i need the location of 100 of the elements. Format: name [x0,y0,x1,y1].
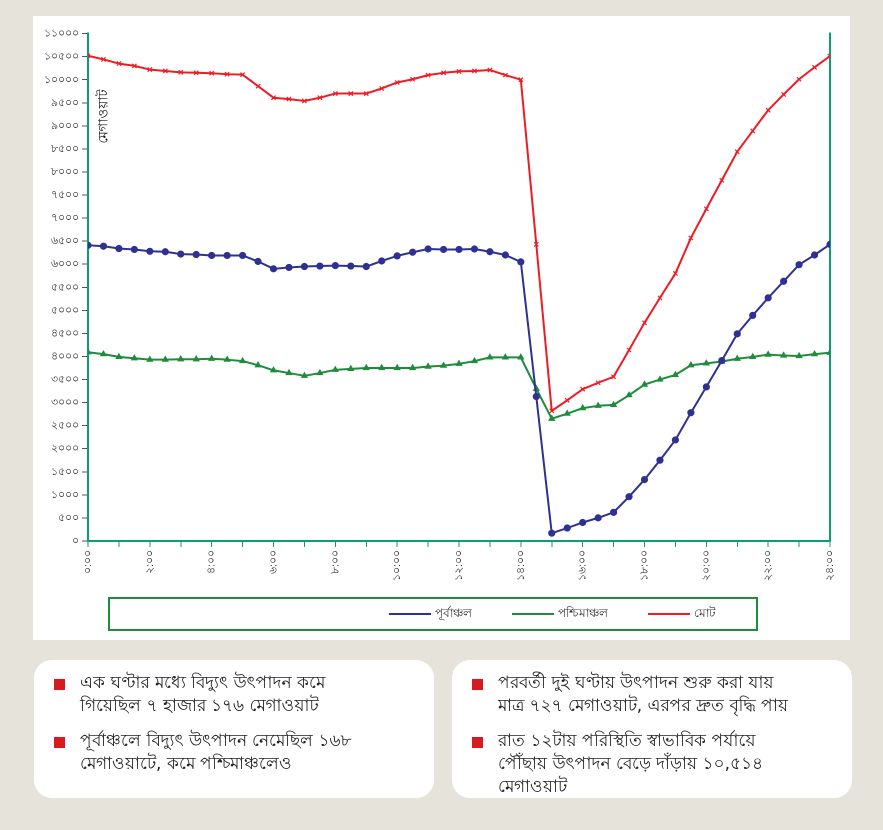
point [548,530,556,537]
point [486,354,494,360]
point [208,70,214,76]
x-tick-label: ২:০০ [144,550,156,574]
point [301,372,308,378]
point [456,68,462,74]
x-tick-label: ২০:০০ [700,550,712,582]
point [764,351,772,357]
point [687,409,694,416]
point [502,72,508,78]
y-tick-label: ১০০০ [51,488,79,501]
point [595,380,601,386]
y-tick-label: ৪৫০০ [51,327,79,340]
point [208,355,215,361]
x-tick-label: ১৬:০০ [576,550,589,582]
point [394,364,400,370]
point [625,493,633,500]
point [224,71,230,77]
point [640,476,648,484]
point [332,366,339,372]
point [749,312,756,320]
x-tick-label: ১৪:০০ [514,550,527,582]
point [116,60,122,66]
point [177,250,184,258]
point [811,350,818,356]
y-tick-label: ৭০০০ [51,212,79,224]
point [564,410,570,416]
point [532,392,540,400]
legend-label: পশ্চিমাঞ্চল [558,605,608,622]
point [470,245,478,253]
point [100,56,106,62]
point [455,246,463,254]
point [780,278,788,285]
point [471,357,478,364]
point [502,251,509,259]
point [672,371,679,378]
point [286,369,292,376]
text: পূর্বাঞ্চলে বিদ্যুৎ উৎপাদন নেমেছিল ১৬৮ মেগাওয়াটে, কমে পশ্চিমাঞ্চলেও [80,731,352,774]
y-tick-label: ৭৫০০ [51,189,79,202]
point [255,83,261,89]
point [626,347,632,353]
point [688,362,694,368]
point [795,261,803,268]
point [332,90,338,96]
y-tick-label: ৪০০০ [51,350,79,362]
point [549,408,554,414]
point [672,270,678,276]
point [348,90,354,96]
point [750,353,756,360]
point [765,107,771,113]
point [472,68,478,74]
point [703,360,710,366]
point [610,401,617,407]
point [594,402,602,408]
x-tick-label: ৮:০০ [329,550,342,574]
y-tick-label: ৮৫০০ [51,142,79,155]
point [719,178,725,183]
point [224,356,230,362]
y-tick-label: ১৫০০ [51,466,79,478]
text: পরবর্তী দুই ঘণ্টায় উৎপাদন শুরু করা যায় মাত্র ৭২৭ মেগাওয়াট, এরপর দ্রুত বৃদ্ধি পায় [498,673,788,716]
point [564,524,571,532]
point [440,70,446,76]
point [146,356,154,362]
y-tick-label: ৯০০০ [51,120,79,132]
point [238,252,246,260]
point [348,365,354,372]
point [812,64,818,70]
y-tick-label: ২৫০০ [51,420,79,432]
point [487,67,493,73]
point [363,364,370,370]
point [300,262,308,270]
point [548,415,555,421]
x-tick-label: ১০:০০ [391,550,404,582]
point [564,398,570,403]
point [193,70,199,76]
point [116,353,122,360]
point [364,90,369,96]
point [626,392,632,398]
x-tick-label: ০:০০ [82,550,94,574]
point [410,76,416,82]
point [579,404,586,410]
point [425,72,431,78]
point [534,242,540,248]
point [378,257,386,265]
point [378,364,385,370]
point [764,294,772,302]
x-tick-label: ৪:০০ [206,550,218,574]
point [424,363,432,369]
point [594,514,602,522]
point [796,76,802,82]
point [409,248,416,256]
point [657,295,663,301]
x-tick-label: ৬:০০ [268,550,280,574]
y-tick-label: ৩০০০ [51,396,79,409]
y-tick-label: ৮০০০ [51,166,79,178]
point [780,92,786,98]
y-tick-label: ৫০০ [58,512,79,524]
point [240,72,246,78]
x-tick-label: ২২:০০ [762,550,774,582]
y-tick-label: ৯৫০০ [51,96,79,109]
